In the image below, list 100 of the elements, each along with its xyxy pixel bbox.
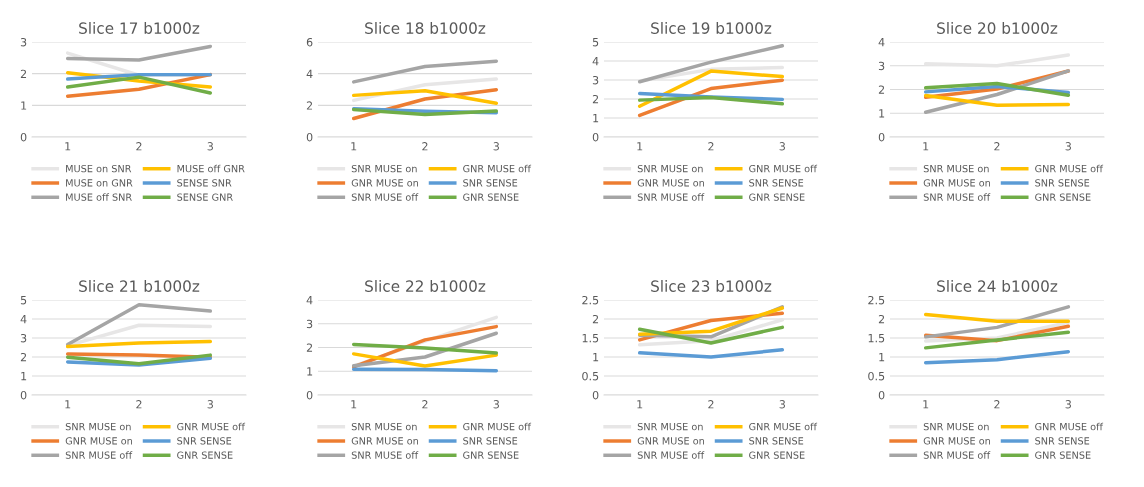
- legend-label: GNR MUSE on: [637, 179, 704, 187]
- y-tick-label: 2: [306, 343, 313, 352]
- x-tick-label: 3: [1065, 400, 1071, 409]
- legend-label: GNR MUSE off: [463, 164, 532, 173]
- y-tick-label: 3: [20, 37, 27, 47]
- x-tick-label: 3: [493, 142, 499, 151]
- y-tick-label: 2: [20, 352, 27, 362]
- y-tick-label: 5: [592, 38, 599, 47]
- legend-label: SNR SENSE: [177, 437, 232, 445]
- legend-label: GNR MUSE off: [463, 422, 532, 431]
- x-tick-label: 3: [207, 142, 213, 151]
- y-tick-label: 1.5: [582, 334, 599, 343]
- x-tick-label: 1: [923, 142, 929, 151]
- y-tick-label: 3: [306, 319, 313, 329]
- y-tick-label: 0: [20, 390, 27, 400]
- y-tick-label: 2: [20, 69, 27, 78]
- legend-label: GNR SENSE: [749, 193, 805, 201]
- legend-label: MUSE on GNR: [66, 179, 133, 187]
- legend-label: SNR MUSE off: [923, 451, 991, 459]
- y-tick-label: 2.5: [868, 295, 885, 305]
- legend-label: GNR MUSE on: [637, 437, 704, 445]
- y-tick-label: 1: [879, 353, 885, 362]
- y-tick-label: 4: [592, 57, 599, 66]
- chart-title: Slice 19 b1000z: [651, 22, 772, 34]
- legend-label: SNR SENSE: [463, 437, 518, 445]
- x-tick-label: 3: [779, 142, 785, 151]
- legend-label: SNR MUSE off: [351, 193, 419, 201]
- legend-label: SNR MUSE off: [351, 451, 419, 459]
- x-tick-label: 1: [65, 142, 71, 151]
- legend-label: SNR MUSE on: [637, 164, 703, 173]
- x-tick-label: 3: [779, 400, 785, 409]
- y-tick-label: 0: [878, 132, 885, 142]
- x-tick-label: 2: [994, 400, 1000, 409]
- legend-label: GNR SENSE: [463, 451, 519, 459]
- y-tick-label: 5: [20, 296, 27, 305]
- y-tick-label: 0: [592, 132, 599, 142]
- legend-label: GNR MUSE off: [1035, 164, 1104, 173]
- y-tick-label: 0: [20, 132, 27, 142]
- x-tick-label: 2: [708, 142, 714, 151]
- legend-label: SNR MUSE off: [637, 451, 705, 459]
- chart-title: Slice 17 b1000z: [79, 22, 200, 34]
- chart-title: Slice 23 b1000z: [651, 280, 772, 292]
- y-tick-label: 4: [878, 38, 885, 47]
- y-tick-label: 0: [306, 132, 313, 142]
- x-tick-label: 1: [351, 400, 357, 409]
- y-tick-label: 1: [879, 109, 885, 118]
- y-tick-label: 1: [21, 372, 27, 381]
- y-tick-label: 3: [20, 333, 27, 343]
- chart-title: Slice 22 b1000z: [365, 280, 486, 292]
- x-tick-label: 1: [65, 400, 71, 409]
- y-tick-label: 1: [21, 101, 27, 110]
- legend-label: SNR SENSE: [463, 179, 518, 187]
- legend-label: SNR SENSE: [749, 179, 804, 187]
- legend-label: SNR MUSE on: [637, 422, 703, 431]
- y-tick-label: 1: [307, 367, 313, 376]
- y-tick-label: 1.5: [868, 334, 885, 343]
- y-tick-label: 3: [592, 75, 599, 85]
- legend-label: GNR MUSE on: [65, 437, 132, 445]
- legend-label: SNR SENSE: [749, 437, 804, 445]
- legend-label: SNR MUSE off: [65, 451, 133, 459]
- x-tick-label: 2: [708, 400, 714, 409]
- x-tick-label: 2: [994, 142, 1000, 151]
- y-tick-label: 4: [20, 315, 27, 324]
- legend-label: SNR MUSE off: [637, 193, 705, 201]
- x-tick-label: 3: [1065, 142, 1071, 151]
- y-tick-label: 1: [593, 353, 599, 362]
- y-tick-label: 0.5: [868, 371, 885, 381]
- legend-label: GNR MUSE off: [177, 422, 246, 431]
- x-tick-label: 2: [136, 400, 142, 409]
- chart-title: Slice 20 b1000z: [937, 22, 1058, 34]
- legend-label: GNR MUSE on: [351, 437, 418, 445]
- y-tick-label: 0.5: [582, 371, 599, 381]
- legend-label: GNR SENSE: [1035, 451, 1091, 459]
- chart-title: Slice 21 b1000z: [79, 280, 200, 292]
- x-tick-label: 3: [493, 400, 499, 409]
- x-tick-label: 2: [136, 142, 142, 151]
- y-tick-label: 2.5: [582, 295, 599, 305]
- y-tick-label: 2: [306, 101, 313, 110]
- legend-label: MUSE off GNR: [177, 164, 245, 173]
- y-tick-label: 1: [593, 114, 599, 123]
- x-tick-label: 1: [637, 142, 643, 151]
- y-tick-label: 2: [592, 314, 599, 324]
- legend-label: SNR MUSE on: [923, 422, 989, 431]
- x-tick-label: 1: [351, 142, 357, 151]
- legend-label: GNR MUSE on: [923, 437, 990, 445]
- legend-label: SNR MUSE on: [351, 164, 417, 173]
- x-tick-label: 2: [422, 400, 428, 409]
- x-tick-label: 1: [637, 400, 643, 409]
- y-tick-label: 4: [306, 296, 313, 305]
- y-tick-label: 0: [306, 390, 313, 400]
- y-tick-label: 2: [878, 314, 885, 324]
- legend-label: GNR MUSE on: [923, 179, 990, 187]
- legend-label: MUSE on SNR: [66, 164, 132, 173]
- legend-label: GNR MUSE off: [749, 422, 818, 431]
- x-tick-label: 1: [923, 400, 929, 409]
- x-tick-label: 3: [207, 400, 213, 409]
- legend-label: SNR SENSE: [1035, 437, 1090, 445]
- legend-label: GNR SENSE: [177, 451, 233, 459]
- legend-label: SENSE SNR: [177, 179, 232, 187]
- legend-label: GNR SENSE: [1035, 193, 1091, 201]
